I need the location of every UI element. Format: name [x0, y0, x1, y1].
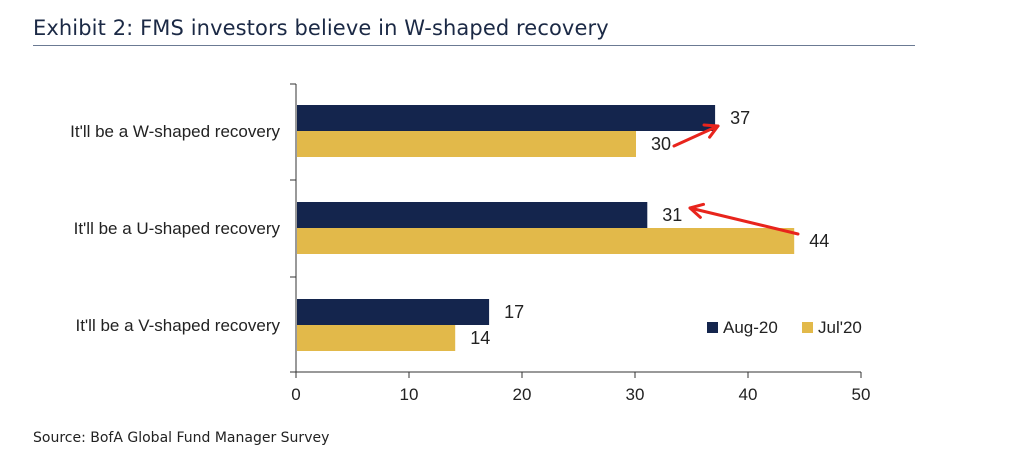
y-category-label: It'll be a W-shaped recovery: [70, 122, 280, 141]
bar-jul20: [297, 325, 456, 351]
data-label: 44: [809, 231, 829, 251]
annotation-arrow-increase: [672, 124, 720, 148]
source-note: Source: BofA Global Fund Manager Survey: [33, 430, 330, 446]
chart-title: Exhibit 2: FMS investors believe in W-sh…: [33, 16, 609, 40]
data-label: 14: [470, 328, 490, 348]
y-category-label: It'll be a U-shaped recovery: [74, 219, 281, 238]
data-label: 37: [730, 108, 750, 128]
annotation-arrow-decrease-head: [688, 202, 706, 219]
y-category-label: It'll be a V-shaped recovery: [75, 316, 280, 335]
data-label: 17: [504, 302, 524, 322]
x-tick-label: 0: [291, 385, 300, 404]
annotation-arrow-decrease: [688, 206, 800, 236]
x-tick-label: 50: [852, 385, 871, 404]
annotation-arrow-increase-head: [702, 123, 720, 139]
legend-swatch-jul20: [802, 322, 813, 333]
x-tick-label: 40: [739, 385, 758, 404]
bar-aug20: [297, 105, 716, 131]
bar-jul20: [297, 228, 795, 254]
bar-jul20: [297, 131, 636, 157]
legend-label: Jul'20: [818, 318, 862, 337]
data-label: 31: [662, 205, 682, 225]
bar-aug20: [297, 202, 648, 228]
legend-swatch-aug20: [707, 322, 718, 333]
x-tick-label: 20: [513, 385, 532, 404]
bar-aug20: [297, 299, 490, 325]
x-tick-label: 10: [400, 385, 419, 404]
legend-label: Aug-20: [723, 318, 778, 337]
title-divider: [33, 45, 915, 46]
data-label: 30: [651, 134, 671, 154]
x-tick-label: 30: [626, 385, 645, 404]
